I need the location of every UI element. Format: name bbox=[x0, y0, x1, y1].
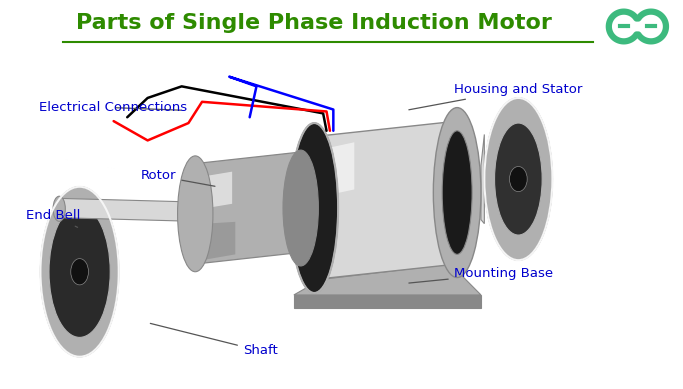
Text: Shaft: Shaft bbox=[150, 323, 277, 357]
Text: Rotor: Rotor bbox=[141, 170, 215, 186]
Text: Parts of Single Phase Induction Motor: Parts of Single Phase Induction Motor bbox=[76, 13, 553, 33]
Polygon shape bbox=[314, 121, 457, 279]
Polygon shape bbox=[294, 295, 481, 308]
Ellipse shape bbox=[433, 108, 481, 277]
Ellipse shape bbox=[40, 187, 119, 357]
Ellipse shape bbox=[53, 196, 66, 221]
Polygon shape bbox=[294, 264, 481, 295]
Text: Mounting Base: Mounting Base bbox=[409, 267, 553, 283]
Ellipse shape bbox=[283, 150, 318, 266]
Ellipse shape bbox=[178, 156, 213, 272]
Ellipse shape bbox=[510, 166, 527, 192]
Polygon shape bbox=[321, 142, 354, 196]
Ellipse shape bbox=[442, 131, 472, 254]
Text: End Bell: End Bell bbox=[26, 209, 80, 227]
Polygon shape bbox=[195, 152, 301, 264]
Polygon shape bbox=[202, 222, 236, 260]
Ellipse shape bbox=[290, 123, 338, 293]
Ellipse shape bbox=[49, 206, 110, 337]
Ellipse shape bbox=[71, 259, 89, 285]
Ellipse shape bbox=[494, 123, 542, 235]
Polygon shape bbox=[202, 172, 232, 209]
Text: Electrical Connections: Electrical Connections bbox=[39, 101, 187, 114]
Text: Housing and Stator: Housing and Stator bbox=[409, 83, 582, 110]
Polygon shape bbox=[481, 135, 484, 224]
Polygon shape bbox=[59, 198, 202, 222]
Ellipse shape bbox=[484, 98, 553, 260]
